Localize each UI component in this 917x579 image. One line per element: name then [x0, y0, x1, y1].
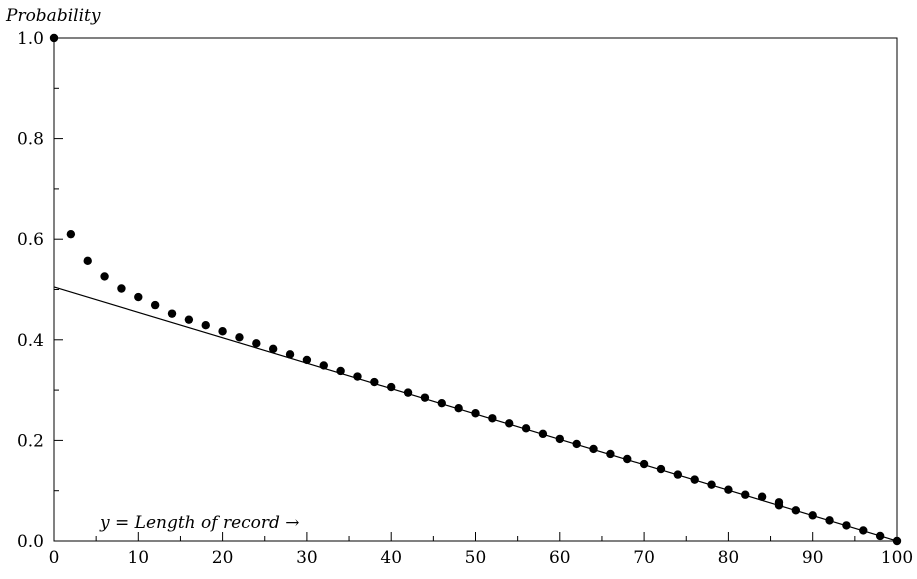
y-axis-title: Probability: [5, 6, 101, 26]
data-point: [134, 292, 143, 302]
x-axis: 0 10 20 30 40 50 60 70 80 90 100: [49, 532, 913, 568]
data-point: [555, 434, 564, 444]
data-point: [673, 470, 683, 479]
y-tick-label: 0.2: [17, 431, 44, 451]
data-point: [488, 414, 497, 423]
x-tick-label: 0: [49, 548, 60, 568]
data-points: [49, 33, 902, 546]
data-point: [757, 492, 767, 501]
x-tick-label: 100: [881, 548, 913, 568]
data-point: [639, 459, 649, 469]
x-axis-title: y = Length of record →: [99, 513, 300, 533]
data-point: [370, 377, 379, 387]
y-tick-label: 0.4: [17, 331, 44, 351]
y-tick-label: 0.0: [17, 532, 44, 552]
data-point: [589, 444, 598, 454]
data-point: [791, 506, 801, 515]
data-point: [252, 339, 261, 348]
x-tick-label: 20: [212, 548, 234, 568]
data-point: [690, 475, 699, 484]
data-point: [859, 526, 868, 535]
data-point: [825, 516, 834, 525]
data-point: [875, 531, 885, 541]
data-point: [842, 521, 851, 530]
y-axis: 0.0 0.2 0.4 0.6 0.8 1.0: [17, 29, 63, 552]
data-point: [285, 350, 295, 359]
data-point: [420, 393, 430, 402]
x-tick-label: 90: [802, 548, 824, 568]
x-tick-label: 70: [633, 548, 655, 568]
data-point: [167, 309, 177, 318]
data-point: [606, 449, 615, 459]
data-point: [538, 429, 548, 439]
data-point: [235, 333, 244, 342]
data-point: [353, 372, 362, 381]
plot-frame: [53, 37, 898, 542]
data-point: [319, 361, 328, 370]
data-point: [892, 536, 902, 546]
data-point: [83, 256, 92, 266]
data-point: [268, 344, 278, 354]
data-point: [741, 490, 750, 499]
data-point: [774, 501, 784, 510]
data-point: [437, 398, 446, 408]
y-tick-label: 0.6: [17, 230, 44, 250]
x-tick-label: 50: [465, 548, 487, 568]
x-tick-label: 10: [127, 548, 149, 568]
data-point: [387, 382, 396, 392]
data-point: [336, 366, 345, 376]
data-point: [572, 439, 581, 449]
x-tick-label: 60: [549, 548, 571, 568]
data-point: [302, 355, 312, 365]
x-tick-label: 80: [718, 548, 740, 568]
data-point: [66, 229, 76, 239]
data-point: [184, 315, 194, 324]
x-tick-label: 30: [296, 548, 318, 568]
y-tick-label: 1.0: [17, 29, 44, 49]
data-point: [150, 300, 160, 310]
y-tick-label: 0.8: [17, 130, 44, 150]
data-point: [505, 419, 514, 428]
data-point: [623, 454, 632, 464]
data-point: [49, 33, 59, 43]
data-point: [724, 485, 733, 494]
x-tick-label: 40: [380, 548, 402, 568]
data-point: [471, 409, 480, 418]
data-point: [117, 284, 126, 293]
data-point: [403, 388, 413, 397]
data-point: [707, 480, 716, 489]
data-point: [201, 321, 210, 330]
data-point: [100, 272, 109, 281]
data-point: [454, 404, 463, 413]
data-point: [808, 511, 817, 520]
data-point: [521, 424, 531, 433]
data-point: [218, 327, 227, 336]
data-point: [656, 464, 666, 474]
